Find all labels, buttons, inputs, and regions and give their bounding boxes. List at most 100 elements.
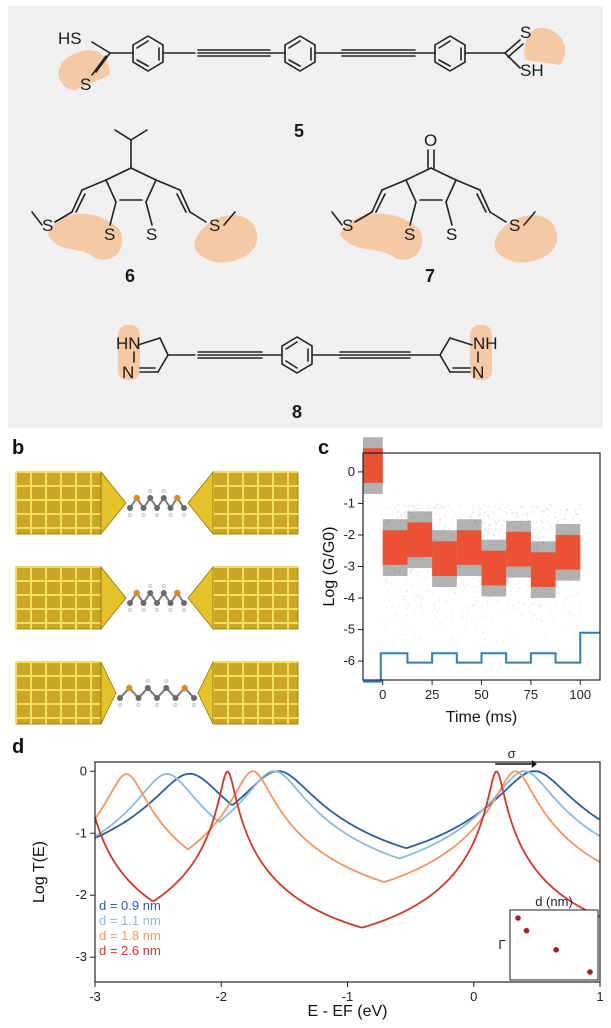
noise-point (410, 511, 412, 514)
noise-point (444, 510, 447, 513)
junction-model-3 (15, 661, 299, 725)
inset-point (515, 915, 521, 921)
noise-point (540, 535, 542, 538)
hydrogen-atom (154, 702, 160, 708)
noise-point (410, 558, 413, 560)
noise-point (459, 526, 462, 528)
carbon-atom (181, 505, 187, 511)
noise-point (548, 522, 550, 525)
noise-point (394, 508, 396, 510)
noise-point (503, 589, 505, 591)
noise-point (443, 531, 445, 534)
noise-point (395, 631, 397, 634)
noise-point (551, 594, 554, 596)
noise-point (421, 611, 424, 614)
noise-point (490, 523, 493, 525)
noise-point (520, 613, 522, 616)
carbon-atom (154, 695, 160, 701)
noise-point (430, 513, 433, 515)
noise-point (411, 518, 413, 520)
noise-point (486, 603, 489, 605)
noise-point (437, 533, 439, 536)
noise-point (419, 507, 421, 509)
noise-point (537, 533, 539, 536)
noise-point (406, 590, 409, 593)
hydrogen-atom (181, 512, 187, 518)
noise-point (528, 576, 530, 578)
noise-point (451, 509, 453, 512)
compound-label-8: 8 (292, 402, 302, 422)
noise-point (520, 523, 523, 526)
noise-point (391, 513, 394, 515)
noise-point (398, 505, 401, 508)
noise-point (420, 606, 423, 609)
noise-point (534, 536, 537, 539)
noise-point (574, 509, 576, 511)
noise-point (573, 620, 576, 622)
noise-point (427, 584, 429, 586)
noise-point (577, 504, 580, 506)
x-tick-label: 0 (379, 687, 386, 702)
noise-point (480, 564, 483, 566)
molecule-6-structure (31, 129, 258, 263)
noise-point (385, 522, 388, 524)
noise-point (563, 518, 566, 521)
noise-point (391, 606, 393, 609)
noise-point (475, 585, 477, 588)
noise-point (535, 618, 538, 621)
noise-point (413, 589, 415, 592)
noise-point (459, 617, 462, 620)
noise-point (478, 506, 480, 509)
inset-point (523, 927, 530, 934)
transmission-chart: d = 0.9 nmd = 1.1 nmd = 1.8 nmd = 2.6 nm… (31, 746, 604, 1020)
noise-point (462, 582, 464, 584)
noise-point (473, 617, 476, 619)
noise-point (473, 519, 475, 522)
transmission-line-4 (94, 770, 601, 929)
noise-point (418, 562, 420, 564)
noise-point (443, 529, 446, 532)
noise-point (453, 514, 456, 516)
molecule-structures: HS S S SH 5 S S S S 6 O S S S S 7 HN N N… (31, 23, 566, 422)
noise-point (444, 580, 446, 583)
noise-point (400, 518, 402, 521)
noise-point (546, 519, 549, 521)
noise-point (527, 519, 530, 522)
noise-point (550, 504, 553, 506)
noise-point (486, 615, 488, 618)
noise-point (480, 589, 483, 591)
noise-point (419, 511, 422, 513)
noise-point (407, 510, 409, 513)
noise-point (457, 526, 459, 528)
noise-point (541, 515, 544, 517)
noise-point (450, 613, 452, 615)
noise-point (410, 571, 412, 573)
noise-point (477, 515, 479, 517)
noise-point (400, 513, 403, 516)
noise-point (420, 515, 422, 517)
noise-point (571, 596, 574, 598)
atom-label: S (146, 225, 157, 244)
noise-point (451, 520, 454, 523)
noise-point (452, 579, 455, 581)
noise-point (532, 545, 534, 547)
conductance-band (481, 550, 507, 586)
noise-point (394, 591, 397, 593)
noise-point (542, 542, 544, 544)
noise-point (561, 600, 564, 603)
noise-point (529, 567, 532, 569)
noise-point (570, 503, 572, 506)
noise-point (482, 549, 484, 552)
noise-point (575, 593, 577, 595)
noise-point (467, 613, 469, 615)
noise-point (441, 506, 443, 508)
molecule-5-structure (58, 27, 566, 90)
noise-point (519, 506, 522, 508)
noise-point (548, 595, 551, 597)
noise-point (437, 508, 440, 510)
noise-point (506, 609, 508, 612)
noise-point (474, 591, 476, 593)
noise-point (580, 520, 582, 522)
noise-point (408, 509, 410, 511)
noise-point (399, 570, 401, 572)
